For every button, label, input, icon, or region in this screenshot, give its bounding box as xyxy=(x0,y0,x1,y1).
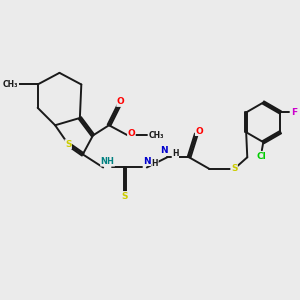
Text: O: O xyxy=(128,129,135,138)
Text: Cl: Cl xyxy=(257,152,267,160)
Text: F: F xyxy=(291,108,298,117)
Text: CH₃: CH₃ xyxy=(148,131,164,140)
Text: S: S xyxy=(65,140,71,149)
Text: N: N xyxy=(143,157,151,166)
Text: NH: NH xyxy=(100,157,115,166)
Text: S: S xyxy=(231,164,237,173)
Text: O: O xyxy=(117,98,124,106)
Text: N: N xyxy=(160,146,168,155)
Text: O: O xyxy=(195,127,203,136)
Text: S: S xyxy=(122,191,128,200)
Text: H: H xyxy=(172,149,178,158)
Text: CH₃: CH₃ xyxy=(3,80,19,89)
Text: H: H xyxy=(152,160,158,169)
